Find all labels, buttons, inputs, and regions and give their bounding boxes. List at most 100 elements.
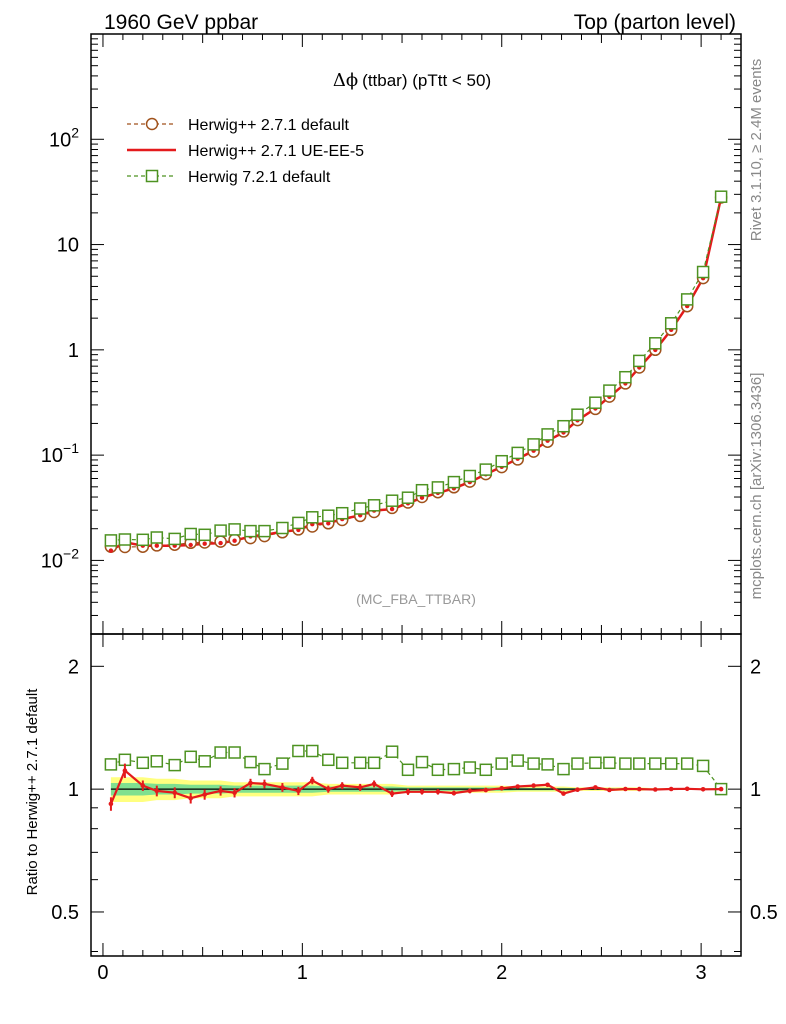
ratio-y-axis-label: Ratio to Herwig++ 2.7.1 default bbox=[24, 688, 41, 896]
point-herwig7-default bbox=[680, 293, 694, 306]
point-herwig7-default bbox=[258, 524, 271, 538]
point-herwig7-default bbox=[571, 408, 584, 421]
ratio-point-herwig7-default bbox=[214, 746, 227, 759]
point-herwig7-default bbox=[136, 533, 150, 547]
ratio-point-herwigpp-ueee5 bbox=[202, 792, 207, 797]
header-right: Top (parton level) bbox=[574, 11, 736, 34]
y-tick-label: 102 bbox=[49, 124, 79, 151]
ratio-point-herwigpp-ueee5 bbox=[218, 788, 223, 794]
point-herwig7-default bbox=[353, 502, 367, 515]
point-herwig7-default bbox=[104, 534, 118, 547]
ratio-point-herwigpp-ueee5 bbox=[280, 785, 285, 790]
x-tick-label: 3 bbox=[696, 962, 707, 984]
legend-label-herwigpp-default: Herwig++ 2.7.1 default bbox=[188, 117, 350, 134]
point-herwigpp-ueee5 bbox=[108, 548, 114, 553]
ratio-point-herwigpp-ueee5 bbox=[310, 778, 315, 783]
ratio-point-herwigpp-ueee5 bbox=[451, 790, 457, 796]
point-herwig7-default bbox=[511, 446, 524, 460]
y-tick-label: 10−2 bbox=[41, 545, 79, 572]
point-herwig7-default bbox=[714, 190, 728, 203]
main-plot-series bbox=[104, 190, 728, 554]
y-tick-label-base: 10 bbox=[41, 445, 63, 467]
ratio-point-herwig7-default bbox=[244, 755, 257, 769]
ratio-point-herwig7-default bbox=[198, 755, 211, 768]
ratio-point-herwig7-default bbox=[664, 757, 678, 770]
title-text: (ttbar) (pTtt < 50) bbox=[362, 71, 491, 90]
ratio-point-herwigpp-ueee5 bbox=[405, 789, 411, 795]
point-herwigpp-ueee5 bbox=[389, 506, 395, 512]
point-herwig7-default bbox=[557, 419, 570, 433]
legend-item-herwigpp-ueee5: Herwig++ 2.7.1 UE-EE-5 bbox=[127, 143, 364, 160]
ratio-point-herwigpp-ueee5 bbox=[296, 788, 301, 794]
y-tick-label-base: 1 bbox=[68, 340, 79, 362]
point-herwig7-default bbox=[214, 524, 227, 537]
ratio-point-herwigpp-ueee5 bbox=[389, 791, 395, 796]
header-left: 1960 GeV ppbar bbox=[104, 11, 258, 34]
ratio-point-herwig7-default bbox=[603, 756, 616, 770]
rivet-label: Rivet 3.1.10, ≥ 2.4M events bbox=[748, 59, 765, 242]
y-tick-label-exp: −2 bbox=[63, 545, 79, 561]
x-tick-label: 2 bbox=[496, 962, 507, 984]
ratio-point-herwigpp-ueee5 bbox=[326, 786, 331, 792]
ratio-point-herwig7-default bbox=[415, 755, 429, 769]
y-tick-label-base: 10 bbox=[41, 550, 63, 572]
legend: Herwig++ 2.7.1 default Herwig++ 2.7.1 UE… bbox=[127, 117, 364, 186]
point-herwig7-default bbox=[463, 469, 477, 483]
ratio-plot: 0.5 0.5 1 1 2 2 0 1 2 3 Ratio to Herwig++ 2.7.1 d… bbox=[24, 633, 778, 984]
ratio-y-tick-label-right: 2 bbox=[750, 656, 761, 678]
point-herwig7-default bbox=[118, 533, 132, 546]
ratio-point-herwig7-default bbox=[184, 750, 197, 764]
ratio-point-herwigpp-ueee5 bbox=[700, 787, 706, 792]
ratio-point-herwigpp-ueee5 bbox=[483, 787, 489, 793]
ratio-point-herwigpp-ueee5 bbox=[339, 783, 345, 788]
point-herwigpp-ueee5 bbox=[326, 521, 331, 526]
point-herwig7-default bbox=[415, 483, 429, 497]
point-herwig7-default bbox=[335, 506, 349, 520]
point-herwig7-default bbox=[431, 481, 445, 494]
ratio-y-tick-label-right: 0.5 bbox=[750, 902, 778, 924]
point-herwig7-default bbox=[527, 438, 540, 451]
ratio-point-herwig7-default bbox=[619, 757, 632, 770]
point-herwig7-default bbox=[619, 370, 632, 384]
point-herwig7-default bbox=[385, 494, 399, 507]
point-herwig7-default bbox=[589, 396, 602, 409]
ratio-point-herwigpp-ueee5 bbox=[371, 781, 377, 787]
point-herwig7-default bbox=[603, 384, 616, 397]
point-herwig7-default bbox=[184, 527, 197, 541]
ratio-point-herwig7-default bbox=[385, 745, 399, 758]
legend-label-herwig7-default: Herwig 7.2.1 default bbox=[188, 169, 331, 186]
point-herwig7-default bbox=[367, 499, 381, 512]
point-herwig7-default bbox=[447, 475, 461, 489]
main-plot: Δϕ (ttbar) (pTtt < 50) (MC_FBA_TTBAR) 10−… bbox=[41, 33, 742, 635]
ratio-point-herwigpp-ueee5 bbox=[248, 780, 253, 786]
ratio-point-herwigpp-ueee5 bbox=[718, 786, 724, 792]
ratio-point-herwig7-default bbox=[258, 762, 271, 776]
point-herwig7-default bbox=[306, 511, 319, 524]
ratio-point-herwigpp-ueee5 bbox=[531, 783, 536, 788]
y-tick-label-exp: −1 bbox=[63, 440, 79, 456]
ratio-point-herwig7-default bbox=[680, 757, 694, 770]
point-herwigpp-ueee5 bbox=[202, 541, 207, 546]
svg-text:Δϕ(ttbar) (pTtt < 50): Δϕ (ttbar) (pTtt < 50) bbox=[333, 70, 491, 91]
y-tick-label: 10−1 bbox=[41, 440, 79, 467]
ratio-point-herwig7-default bbox=[292, 744, 305, 758]
ratio-line-herwigpp-ueee5 bbox=[109, 768, 722, 805]
series-line-herwigpp-ueee5 bbox=[110, 197, 723, 552]
ratio-point-herwigpp-ueee5 bbox=[545, 782, 550, 788]
legend-item-herwigpp-default: Herwig++ 2.7.1 default bbox=[127, 117, 350, 134]
ratio-point-herwig7-default bbox=[557, 762, 570, 776]
point-herwig7-default bbox=[322, 509, 335, 522]
point-herwig7-default bbox=[168, 532, 181, 546]
ratio-point-herwig7-default bbox=[168, 758, 181, 772]
ratio-point-herwig7-default bbox=[447, 762, 461, 776]
ratio-point-herwigpp-ueee5 bbox=[419, 789, 425, 795]
ratio-point-herwigpp-ueee5 bbox=[232, 790, 237, 795]
point-herwigpp-ueee5 bbox=[218, 540, 223, 546]
ratio-point-herwigpp-ueee5 bbox=[435, 789, 441, 795]
ratio-point-herwig7-default bbox=[463, 761, 477, 774]
mcplots-label: mcplots.cern.ch [arXiv:1306.3436] bbox=[748, 373, 765, 600]
watermark: (MC_FBA_TTBAR) bbox=[356, 591, 476, 607]
ratio-point-herwig7-default bbox=[495, 757, 508, 770]
